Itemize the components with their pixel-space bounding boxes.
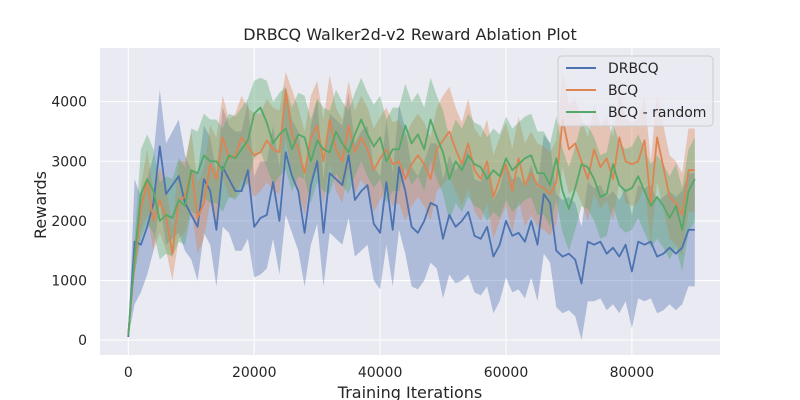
legend-entry-drbcq: DRBCQ xyxy=(566,61,659,77)
x-tick-label: 20000 xyxy=(232,365,277,381)
legend-label-bcq: BCQ xyxy=(608,83,638,99)
legend-box xyxy=(557,55,714,127)
series-line-bcq xyxy=(127,88,695,335)
x-tick-label: 60000 xyxy=(484,365,529,381)
confidence-band-bcq-random xyxy=(128,77,695,336)
chart-title: DRBCQ Walker2d-v2 Reward Ablation Plot xyxy=(243,25,576,44)
series-line-drbcq xyxy=(127,145,695,338)
y-tick-label: 1000 xyxy=(51,273,87,289)
tick-labels: 0 20000 40000 60000 80000 0 1000 2000 3000 4000 xyxy=(51,95,654,381)
legend-entry-bcq-random: BCQ - random xyxy=(566,105,706,121)
legend-entry-bcq: BCQ xyxy=(566,83,638,99)
x-tick-label: 80000 xyxy=(610,365,655,381)
confidence-band-bcq xyxy=(128,71,695,335)
x-tick-label: 40000 xyxy=(358,365,403,381)
y-tick-label: 3000 xyxy=(51,154,87,170)
confidence-bands xyxy=(128,71,695,341)
y-tick-label: 4000 xyxy=(51,95,87,111)
x-axis-title: Training Iterations xyxy=(337,383,482,400)
confidence-band-drbcq xyxy=(128,89,695,341)
legend-label-drbcq: DRBCQ xyxy=(608,61,659,77)
legend: DRBCQ BCQ BCQ - random xyxy=(557,55,714,127)
y-tick-label: 2000 xyxy=(51,214,87,230)
series-lines xyxy=(127,88,696,338)
x-tick-label: 0 xyxy=(124,365,133,381)
series-line-bcq-random xyxy=(127,106,696,336)
y-axis-title: Rewards xyxy=(31,171,50,239)
y-tick-label: 0 xyxy=(78,333,87,349)
legend-label-bcq-random: BCQ - random xyxy=(608,105,706,121)
